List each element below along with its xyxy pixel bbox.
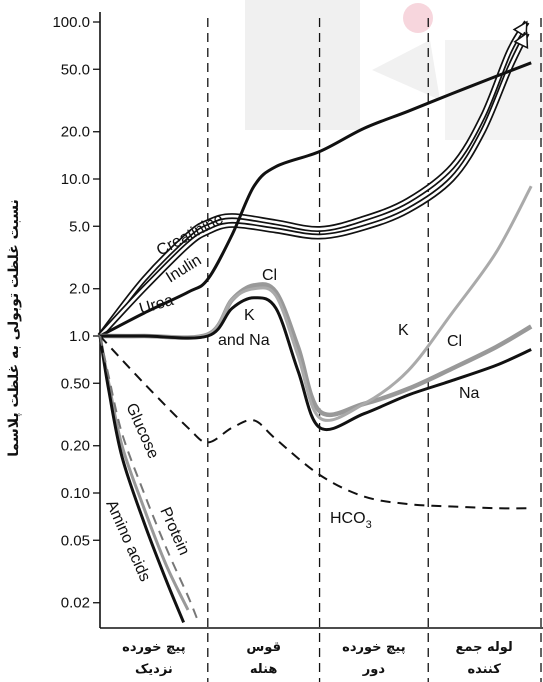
y-tick-label: 5.0 bbox=[69, 218, 90, 235]
y-tick-label: 0.10 bbox=[61, 485, 90, 502]
series-creatinine-line-inner bbox=[98, 21, 528, 337]
segment-label: لوله جمع bbox=[455, 640, 512, 655]
y-tick-label: 0.50 bbox=[61, 375, 90, 392]
segment-label: قوس bbox=[246, 640, 281, 655]
series-protein-line bbox=[99, 335, 198, 619]
y-tick-label: 1.0 bbox=[69, 328, 90, 345]
y-tick-label: 0.02 bbox=[61, 595, 90, 612]
label-cl: Cl bbox=[447, 333, 462, 350]
segment-label: پیچ خورده bbox=[342, 640, 405, 655]
y-tick-label: 50.0 bbox=[61, 61, 90, 78]
segment-label: کننده bbox=[467, 662, 501, 677]
watermark-block bbox=[245, 0, 360, 130]
label-hco3: HCO3 bbox=[330, 510, 372, 531]
label-protein: Protein bbox=[156, 505, 192, 558]
segment-label: نزدیک bbox=[135, 662, 173, 677]
watermark-dot bbox=[403, 3, 433, 33]
y-tick-label: 100.0 bbox=[52, 14, 90, 31]
segment-label: دور bbox=[362, 662, 386, 677]
series-inulin-line-inner bbox=[99, 32, 528, 337]
series-urea-line bbox=[99, 61, 532, 338]
label-cl: Cl bbox=[262, 267, 277, 284]
series-hco3-line bbox=[99, 335, 532, 510]
y-tick-label: 20.0 bbox=[61, 124, 90, 141]
y-tick-label: 0.05 bbox=[61, 532, 90, 549]
label-inulin: Inulin bbox=[163, 252, 204, 287]
watermark-block bbox=[372, 40, 440, 100]
series-na-line bbox=[100, 296, 532, 431]
series-inulin-arrowhead bbox=[513, 31, 529, 50]
series-amino-acids-line bbox=[98, 335, 185, 623]
label-creatinine: Creatinine bbox=[154, 210, 226, 259]
y-tick-label: 0.20 bbox=[61, 438, 90, 455]
y-tick-label: 10.0 bbox=[61, 171, 90, 188]
y-tick-label: 2.0 bbox=[69, 281, 90, 298]
label-urea: Urea bbox=[137, 292, 175, 318]
label-k: K bbox=[398, 322, 409, 339]
axes-layer: 100.0 50.0 20.0 10.0 5.0 2.0 1.0 0.50 0.20 0.10 0.… bbox=[6, 12, 543, 682]
y-axis-title: نسبت غلظت توبولی به غلظت پلاسما bbox=[6, 199, 22, 456]
segment-label: هنله bbox=[250, 662, 278, 677]
series-layer bbox=[97, 20, 533, 623]
label-na: Na bbox=[459, 385, 480, 402]
label-k: K bbox=[244, 307, 255, 324]
label-and-na: and Na bbox=[218, 332, 270, 349]
segment-label: پیچ خورده bbox=[122, 640, 185, 655]
background-layer bbox=[245, 0, 543, 140]
